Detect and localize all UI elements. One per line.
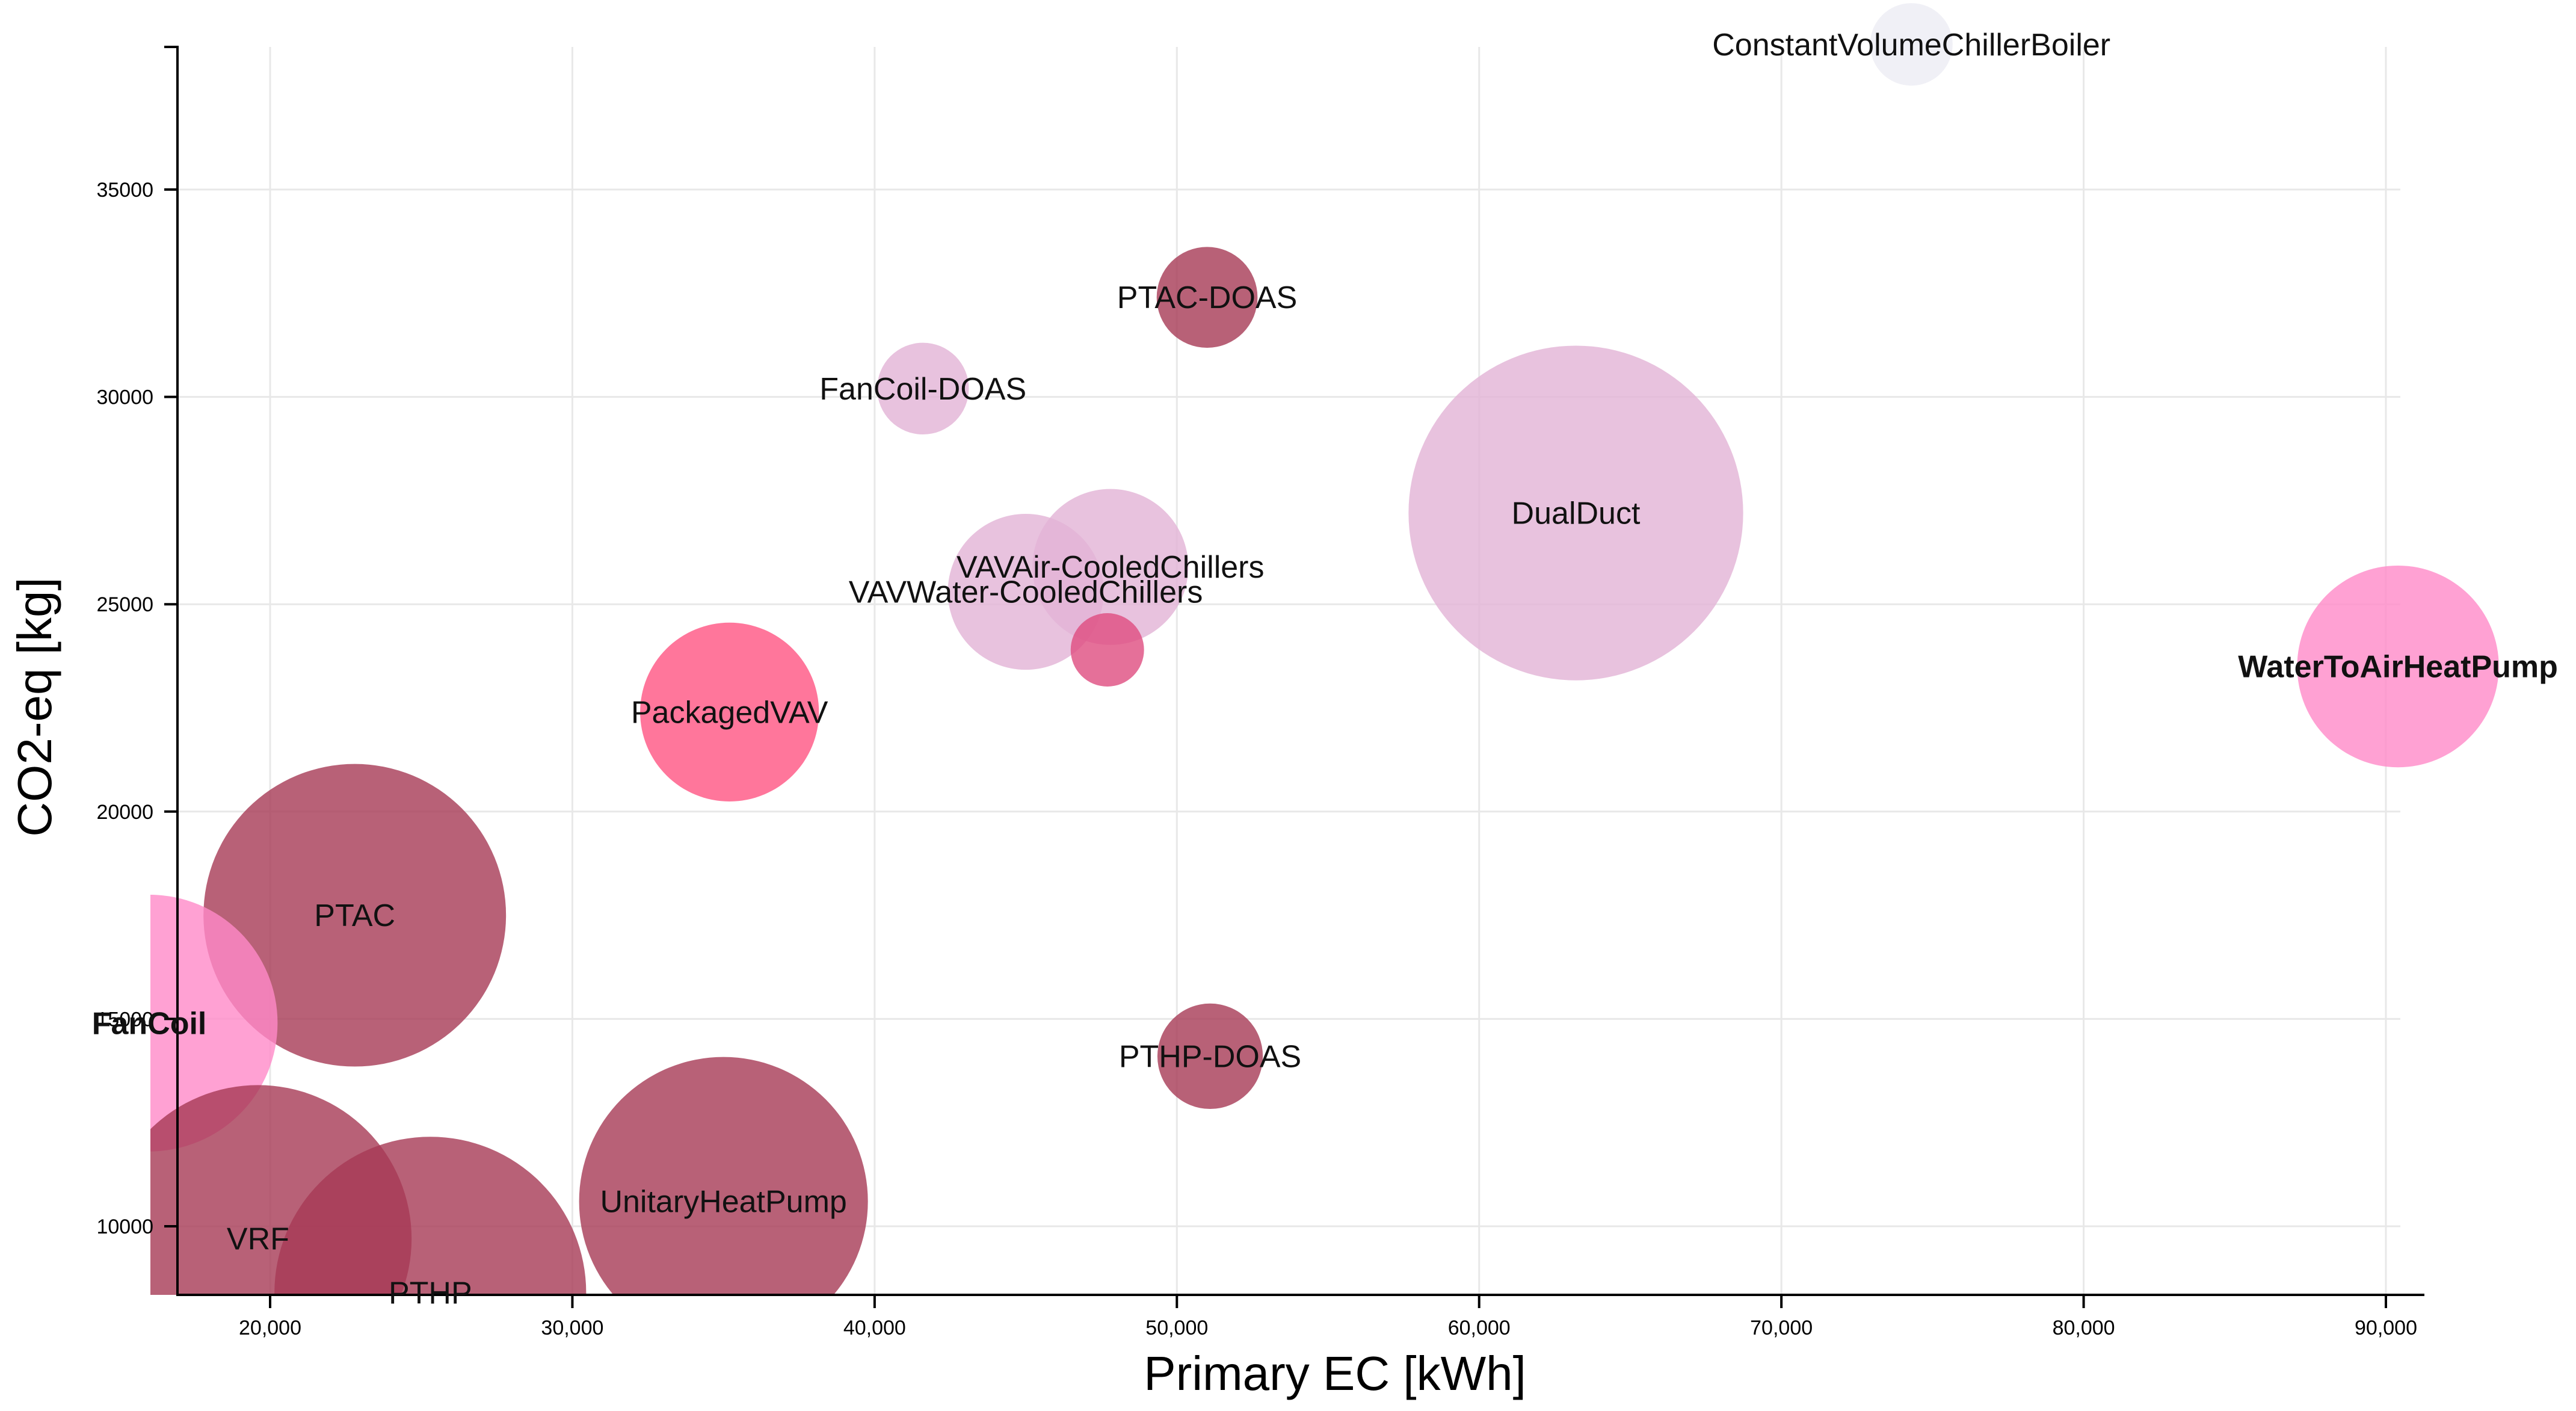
bubble-label-6: WaterToAirHeatPump xyxy=(2238,650,2558,685)
bubble-ptac-doas[interactable] xyxy=(1156,247,1258,348)
bubble-label-layer: PTAC-DOAS FanCoil-DOAS DualDuct VAVAir-Cool… xyxy=(92,28,2558,1311)
bubble-label-9: FanCoil xyxy=(92,1006,207,1041)
bubble-vav-unlabeled-[interactable] xyxy=(1070,613,1144,687)
x-tick-label-4: 60,000 xyxy=(1448,1317,1511,1339)
x-tick-label-1: 30,000 xyxy=(541,1317,603,1339)
bubble-unitaryheatpump[interactable] xyxy=(579,1057,868,1346)
bubble-layer xyxy=(150,3,2499,1411)
bubble-label-11: UnitaryHeatPump xyxy=(600,1185,846,1220)
y-tick-label-4: 30000 xyxy=(96,386,153,409)
bubble-label-12: VRF xyxy=(227,1222,289,1257)
x-tick-label-7: 90,000 xyxy=(2355,1317,2417,1339)
axes-frame xyxy=(164,46,2424,1296)
x-tick-label-5: 70,000 xyxy=(1750,1317,1813,1339)
y-axis-title: CO2-eq [kg] xyxy=(8,577,61,836)
bubble-label-3: VAVAir-CooledChillers xyxy=(957,550,1265,585)
bubble-label-1: FanCoil-DOAS xyxy=(819,372,1026,407)
bubble-fancoil-doas[interactable] xyxy=(877,342,969,435)
x-tick-label-0: 20,000 xyxy=(239,1317,301,1339)
x-tick-label-2: 40,000 xyxy=(843,1317,906,1339)
y-tick-label-3: 25000 xyxy=(96,593,153,616)
bubble-vavwater-cooledchillers[interactable] xyxy=(948,513,1104,670)
bubble-pthp-doas[interactable] xyxy=(1157,1003,1263,1110)
x-tick-label-6: 80,000 xyxy=(2053,1317,2115,1339)
bubble-ptac[interactable] xyxy=(203,764,507,1067)
bubble-label-0: PTAC-DOAS xyxy=(1117,280,1298,315)
bubble-label-13: PTHP xyxy=(389,1276,472,1311)
x-axis-title: Primary EC [kWh] xyxy=(1144,1347,1526,1400)
x-tick-label-3: 50,000 xyxy=(1145,1317,1208,1339)
y-tick-label-5: 35000 xyxy=(96,179,153,202)
bubble-label-10: PTHP-DOAS xyxy=(1119,1039,1301,1074)
bubble-constantvolumechillerboiler[interactable] xyxy=(1870,3,1953,86)
bubble-label-4: VAVWater-CooledChillers xyxy=(849,575,1203,610)
axis-layer: 20,000 30,000 40,000 50,000 60,000 70,000 80,0… xyxy=(96,46,2424,1339)
bubble-dualduct[interactable] xyxy=(1408,345,1743,681)
bubble-label-8: PTAC xyxy=(314,898,395,933)
bubble-pthp[interactable] xyxy=(274,1137,587,1411)
bubble-label-7: PackagedVAV xyxy=(631,695,828,730)
y-tick-label-1: 15000 xyxy=(96,1008,153,1031)
y-tick-label-0: 10000 xyxy=(96,1215,153,1238)
bubble-packagedvav[interactable] xyxy=(640,622,819,801)
bubble-label-14: ConstantVolumeChillerBoiler xyxy=(1712,28,2110,63)
grid-layer xyxy=(177,47,2400,1295)
bubble-label-2: DualDuct xyxy=(1512,496,1641,531)
y-tick-label-2: 20000 xyxy=(96,801,153,824)
bubble-watertoairheatpump[interactable] xyxy=(2297,565,2499,768)
